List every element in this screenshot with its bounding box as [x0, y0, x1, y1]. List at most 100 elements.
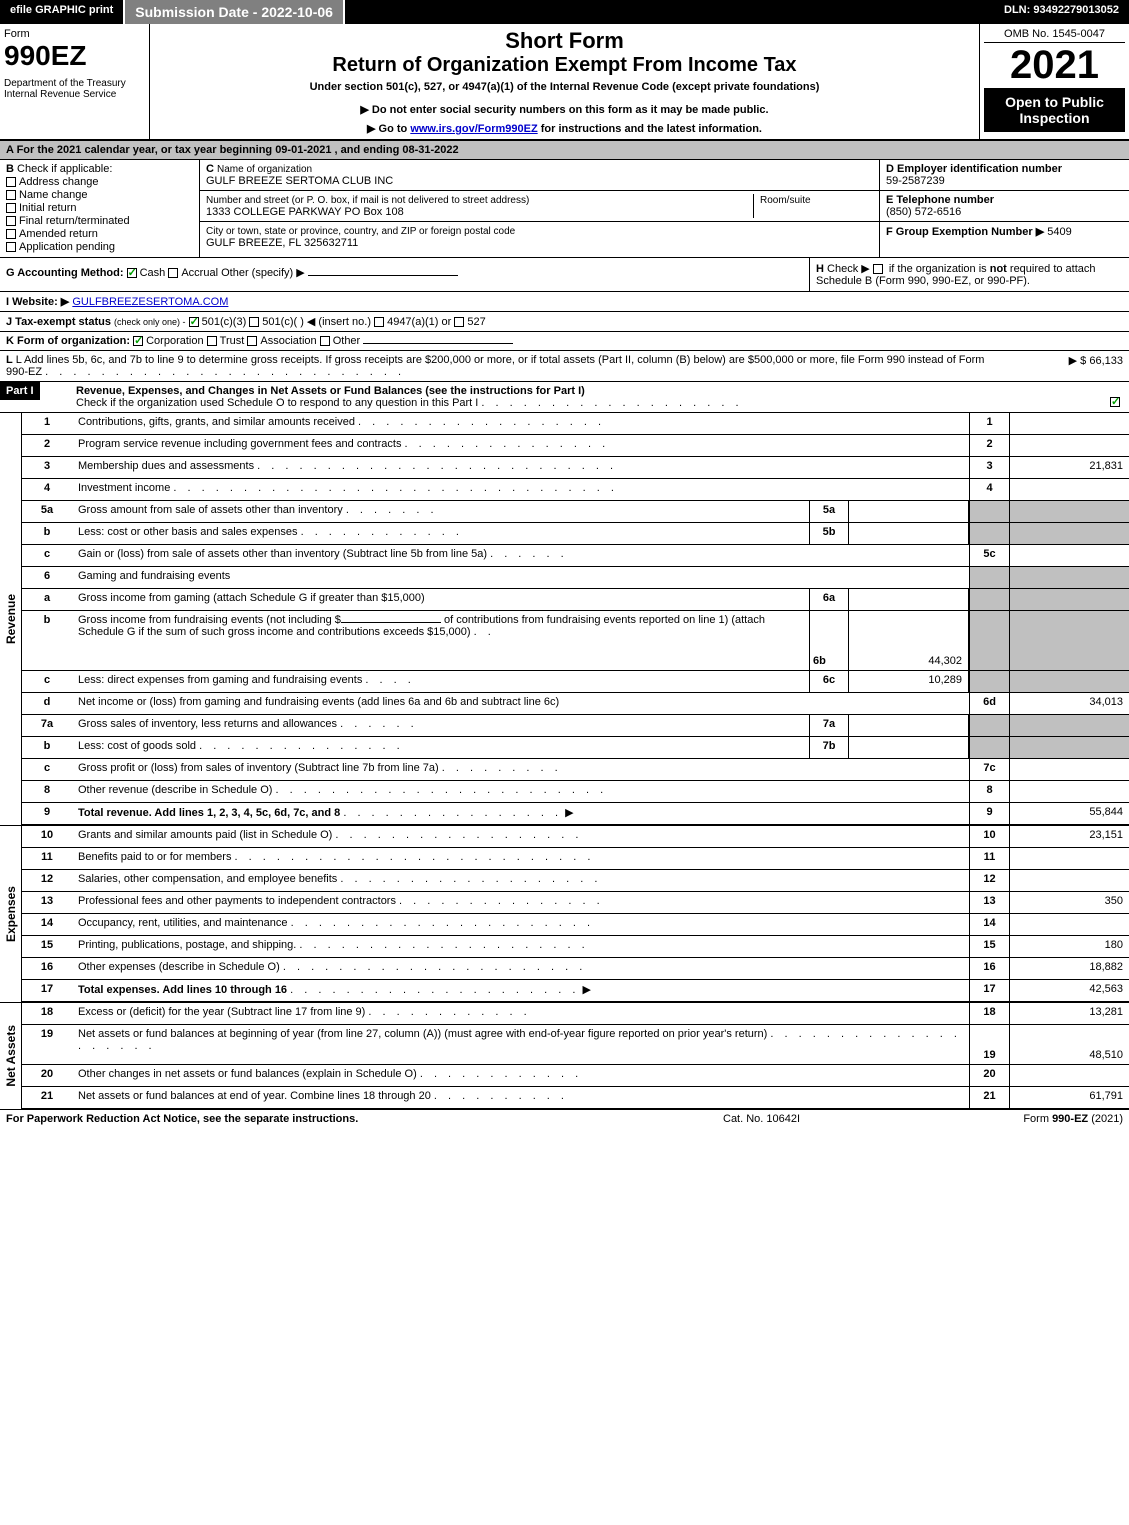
section-b: B Check if applicable: Address change Na… [0, 160, 200, 257]
warn2-post: for instructions and the latest informat… [538, 123, 762, 135]
line-21: 21Net assets or fund balances at end of … [22, 1087, 1129, 1109]
cb-corp[interactable] [133, 336, 143, 346]
dln: DLN: 93492279013052 [994, 0, 1129, 24]
tax-year: 2021 [984, 43, 1125, 88]
part-1-title: Revenue, Expenses, and Changes in Net As… [76, 385, 585, 397]
section-k: K Form of organization: Corporation Trus… [0, 332, 1129, 351]
i-label: I Website: ▶ [6, 296, 69, 308]
warn2-pre: ▶ Go to [367, 123, 410, 135]
line-11: 11Benefits paid to or for members . . . … [22, 848, 1129, 870]
cb-schedule-o[interactable] [1110, 397, 1120, 407]
check-if-label: Check if applicable: [17, 163, 112, 175]
h-label: H [816, 263, 824, 275]
cb-amended[interactable]: Amended return [6, 228, 193, 240]
line-2: 2Program service revenue including gover… [22, 435, 1129, 457]
line-9: 9Total revenue. Add lines 1, 2, 3, 4, 5c… [22, 803, 1129, 825]
line-6d: dNet income or (loss) from gaming and fu… [22, 693, 1129, 715]
cb-initial-return[interactable]: Initial return [6, 202, 193, 214]
cb-501c[interactable] [249, 317, 259, 327]
topbar: efile GRAPHIC print Submission Date - 20… [0, 0, 1129, 24]
expenses-vlabel: Expenses [2, 876, 20, 952]
footer: For Paperwork Reduction Act Notice, see … [0, 1110, 1129, 1128]
k-label: K Form of organization: [6, 335, 130, 347]
cb-527[interactable] [454, 317, 464, 327]
open-public-badge: Open to Public Inspection [984, 88, 1125, 132]
b-label: B [6, 163, 14, 175]
cb-4947[interactable] [374, 317, 384, 327]
return-title: Return of Organization Exempt From Incom… [154, 54, 975, 77]
line-6a: aGross income from gaming (attach Schedu… [22, 589, 1129, 611]
expenses-section: Expenses 10Grants and similar amounts pa… [0, 826, 1129, 1003]
line-12: 12Salaries, other compensation, and empl… [22, 870, 1129, 892]
part-1-header: Part I Revenue, Expenses, and Changes in… [0, 382, 1129, 413]
section-a: A For the 2021 calendar year, or tax yea… [0, 141, 1129, 160]
street: 1333 COLLEGE PARKWAY PO Box 108 [206, 206, 404, 218]
line-10: 10Grants and similar amounts paid (list … [22, 826, 1129, 848]
city: GULF BREEZE, FL 325632711 [206, 237, 358, 249]
efile-label[interactable]: efile GRAPHIC print [0, 0, 125, 24]
cb-final-return[interactable]: Final return/terminated [6, 215, 193, 227]
cb-trust[interactable] [207, 336, 217, 346]
line-6c: cLess: direct expenses from gaming and f… [22, 671, 1129, 693]
footer-mid: Cat. No. 10642I [723, 1113, 923, 1125]
row-gh: G Accounting Method: Cash Accrual Other … [0, 258, 1129, 292]
line-4: 4Investment income . . . . . . . . . . .… [22, 479, 1129, 501]
cb-other-org[interactable] [320, 336, 330, 346]
line-16: 16Other expenses (describe in Schedule O… [22, 958, 1129, 980]
line-5a: 5aGross amount from sale of assets other… [22, 501, 1129, 523]
warning-1: ▶ Do not enter social security numbers o… [154, 103, 975, 116]
cb-501c3[interactable] [189, 317, 199, 327]
line-6b: bGross income from fundraising events (n… [22, 611, 1129, 671]
phone: (850) 572-6516 [886, 206, 961, 218]
irs-link[interactable]: www.irs.gov/Form990EZ [410, 123, 537, 135]
section-l: L L Add lines 5b, 6c, and 7b to line 9 t… [0, 351, 1129, 382]
row-b: B Check if applicable: Address change Na… [0, 160, 1129, 258]
d-label: D Employer identification number [886, 163, 1062, 175]
line-7b: bLess: cost of goods sold . . . . . . . … [22, 737, 1129, 759]
warning-2: ▶ Go to www.irs.gov/Form990EZ for instru… [154, 122, 975, 135]
c-label: C [206, 163, 214, 175]
line-18: 18Excess or (deficit) for the year (Subt… [22, 1003, 1129, 1025]
line-15: 15Printing, publications, postage, and s… [22, 936, 1129, 958]
omb-number: OMB No. 1545-0047 [984, 28, 1125, 43]
name-label: Name of organization [217, 164, 312, 175]
header-left: Form 990EZ Department of the Treasury In… [0, 24, 150, 139]
revenue-section: Revenue 1Contributions, gifts, grants, a… [0, 413, 1129, 826]
footer-right: Form 990-EZ (2021) [923, 1113, 1123, 1125]
e-label: E Telephone number [886, 194, 994, 206]
section-c: C Name of organization GULF BREEZE SERTO… [200, 160, 879, 257]
street-label: Number and street (or P. O. box, if mail… [206, 195, 529, 206]
line-5b: bLess: cost or other basis and sales exp… [22, 523, 1129, 545]
line-8: 8Other revenue (describe in Schedule O) … [22, 781, 1129, 803]
header-center: Short Form Return of Organization Exempt… [150, 24, 979, 139]
irs-label: Internal Revenue Service [4, 89, 145, 100]
cb-name-change[interactable]: Name change [6, 189, 193, 201]
city-label: City or town, state or province, country… [206, 226, 515, 237]
website-link[interactable]: GULFBREEZESERTOMA.COM [72, 296, 228, 308]
form-number: 990EZ [4, 40, 145, 72]
line-19: 19Net assets or fund balances at beginni… [22, 1025, 1129, 1065]
section-i: I Website: ▶ GULFBREEZESERTOMA.COM [0, 292, 1129, 312]
cb-schedule-b[interactable] [873, 264, 883, 274]
revenue-label: Revenue [2, 584, 20, 654]
section-h: H Check ▶ if the organization is not req… [809, 258, 1129, 291]
cb-accrual[interactable] [168, 268, 178, 278]
g-label: G Accounting Method: [6, 267, 124, 279]
subtitle: Under section 501(c), 527, or 4947(a)(1)… [154, 81, 975, 93]
part-1-badge: Part I [0, 382, 40, 400]
cb-cash[interactable] [127, 268, 137, 278]
part-1-check: Check if the organization used Schedule … [76, 397, 478, 409]
line-7a: 7aGross sales of inventory, less returns… [22, 715, 1129, 737]
line-20: 20Other changes in net assets or fund ba… [22, 1065, 1129, 1087]
cb-address-change[interactable]: Address change [6, 176, 193, 188]
f-label: F Group Exemption Number ▶ [886, 226, 1044, 238]
dept-label: Department of the Treasury [4, 78, 145, 89]
line-14: 14Occupancy, rent, utilities, and mainte… [22, 914, 1129, 936]
line-17: 17Total expenses. Add lines 10 through 1… [22, 980, 1129, 1002]
form-label: Form [4, 28, 145, 40]
room-label: Room/suite [760, 195, 811, 206]
group-exemption: 5409 [1047, 226, 1071, 238]
line-7c: cGross profit or (loss) from sales of in… [22, 759, 1129, 781]
cb-assoc[interactable] [247, 336, 257, 346]
cb-pending[interactable]: Application pending [6, 241, 193, 253]
